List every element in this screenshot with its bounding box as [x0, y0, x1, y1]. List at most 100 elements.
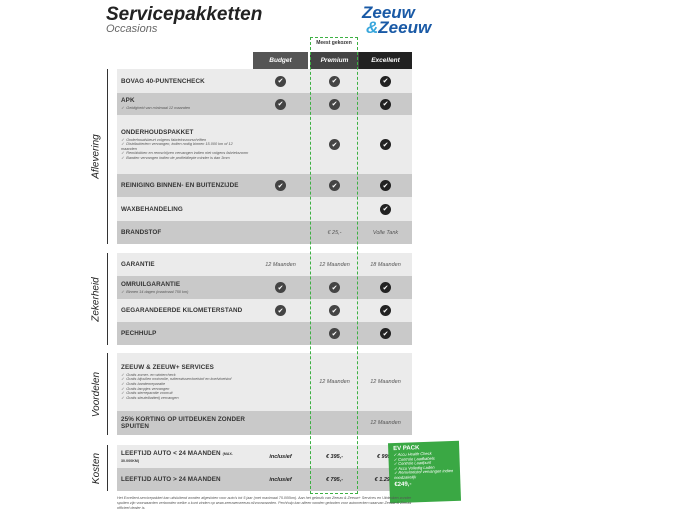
- cell-value: 12 Maanden: [319, 379, 350, 385]
- check-icon: ✔: [275, 75, 286, 87]
- most-chosen-label: Meest gekozen: [316, 40, 352, 46]
- row-label: LEEFTIJD AUTO < 24 MAANDEN: [121, 449, 221, 457]
- ev-pack-price: €249,-: [394, 481, 412, 488]
- cell-excellent: € 1.295,-: [359, 468, 412, 491]
- cell-premium: ✔: [310, 115, 359, 174]
- cell-premium: ✔: [310, 93, 359, 115]
- premium-highlight-box: [310, 37, 358, 494]
- logo: Zeeuw &Zeeuw: [362, 3, 432, 37]
- cell-premium: ✔: [310, 69, 359, 93]
- row-label: GARANTIE: [121, 261, 155, 268]
- check-icon: ✔: [275, 305, 286, 316]
- row-sublabel: (MAX. 30.000KM): [121, 451, 233, 463]
- cell-premium: ✔: [310, 322, 359, 345]
- check-icon: ✔: [380, 305, 391, 316]
- table-row: ONDERHOUDSPAKKET ✓ Onderhoudsbeurt volgen…: [117, 115, 412, 174]
- check-icon: ✔: [275, 98, 286, 110]
- page-subtitle: Occasions: [106, 23, 158, 35]
- row-note: ✓ Binnen 14 dagen (maximaal 750 km): [121, 289, 189, 294]
- column-header-premium: Premium: [310, 52, 359, 69]
- check-icon: ✔: [329, 282, 340, 293]
- cell-budget: ✔: [253, 69, 308, 93]
- check-icon: ✔: [380, 328, 391, 339]
- check-icon: ✔: [275, 180, 286, 191]
- check-icon: ✔: [329, 328, 340, 339]
- row-label: 25% KORTING OP UITDEUKEN ZONDER SPUITEN: [121, 416, 246, 430]
- row-note: ✓ Gratis sleutelbatterij vervangen: [121, 395, 179, 400]
- cell-value: 12 Maanden: [370, 420, 401, 426]
- logo-line2: Zeeuw: [378, 18, 432, 37]
- cell-premium: 12 Maanden: [310, 253, 359, 276]
- cell-excellent: 12 Maanden: [359, 353, 412, 411]
- table-row: BRANDSTOF € 25,- Volle Tank: [117, 221, 412, 244]
- cell-excellent: ✔: [359, 93, 412, 115]
- table-row: 25% KORTING OP UITDEUKEN ZONDER SPUITEN 1…: [117, 411, 412, 435]
- cell-value: 12 Maanden: [265, 261, 296, 268]
- cell-excellent: ✔: [359, 174, 412, 197]
- check-icon: ✔: [329, 305, 340, 316]
- cell-budget: inclusief: [253, 445, 308, 468]
- table-row: OMRUILGARANTIE ✓ Binnen 14 dagen (maximaa…: [117, 276, 412, 299]
- row-label: PECHHULP: [121, 330, 157, 337]
- cell-excellent: ✔: [359, 276, 412, 299]
- section-label: Zekerheid: [91, 276, 102, 322]
- table-row: WAXBEHANDELING ✔: [117, 197, 412, 221]
- row-label: GEGARANDEERDE KILOMETERSTAND: [121, 307, 243, 314]
- section-kosten: Kosten: [86, 445, 108, 491]
- cell-budget: [253, 197, 308, 221]
- table-row: GEGARANDEERDE KILOMETERSTAND ✔ ✔ ✔: [117, 299, 412, 322]
- column-header-excellent: Excellent: [359, 52, 412, 69]
- cell-budget: inclusief: [253, 468, 308, 491]
- row-note: ✓ Distributieriem vervangen, indien nodi…: [121, 142, 233, 151]
- cell-value: € 995,-: [376, 453, 395, 460]
- cell-value: 12 Maanden: [370, 379, 401, 385]
- cell-value: inclusief: [269, 476, 292, 483]
- check-icon: ✔: [380, 180, 391, 191]
- table-row: BOVAG 40-PUNTENCHECK ✔ ✔ ✔: [117, 69, 412, 93]
- table-row: LEEFTIJD AUTO < 24 MAANDEN (MAX. 30.000K…: [117, 445, 412, 468]
- section-label: Voordelen: [91, 371, 103, 417]
- row-note: ✓ Geldigheid van minimaal 12 maanden: [121, 106, 191, 111]
- section-voordelen: Voordelen: [86, 353, 108, 435]
- cell-excellent: ✔: [359, 322, 412, 345]
- check-icon: ✔: [329, 98, 340, 110]
- row-note: ✓ Gratis zomer- en wintercheck: [121, 372, 176, 377]
- row-note: ✓ Remblokken en remschijven vervangen in…: [121, 151, 249, 156]
- cell-premium: ✔: [310, 299, 359, 322]
- section-label: Kosten: [91, 452, 103, 484]
- check-icon: ✔: [329, 75, 340, 87]
- cell-value: inclusief: [269, 453, 292, 460]
- logo-line1: Zeeuw: [362, 3, 415, 22]
- check-icon: ✔: [380, 75, 391, 87]
- cell-excellent: ✔: [359, 69, 412, 93]
- row-label: OMRUILGARANTIE: [121, 280, 181, 288]
- row-note: ✓ Gratis lampjes vervangen: [121, 386, 170, 391]
- cell-excellent: ✔: [359, 299, 412, 322]
- check-icon: ✔: [380, 98, 391, 110]
- cell-budget: ✔: [253, 174, 308, 197]
- row-label: ONDERHOUDSPAKKET: [121, 128, 194, 136]
- check-icon: ✔: [275, 282, 286, 293]
- row-label: LEEFTIJD AUTO > 24 MAANDEN: [121, 476, 221, 483]
- section-aflevering: Aflevering: [86, 69, 108, 244]
- row-label: BOVAG 40-PUNTENCHECK: [121, 77, 205, 85]
- cell-budget: ✔: [253, 276, 308, 299]
- cell-budget: [253, 353, 308, 411]
- check-icon: ✔: [380, 203, 391, 215]
- table-row: PECHHULP ✔ ✔: [117, 322, 412, 345]
- check-icon: ✔: [329, 180, 340, 191]
- cell-premium: € 795,-: [310, 468, 359, 491]
- cell-excellent: 12 Maanden: [359, 411, 412, 435]
- row-note: ✓ Gratis bijvullen motorolie, ruitenwiss…: [121, 377, 232, 382]
- table-row: ZEEUW & ZEEUW+ SERVICES ✓ Gratis zomer- e…: [117, 353, 412, 411]
- footnote: Het Excellent-servicepakket kan uitsluit…: [117, 496, 412, 510]
- check-icon: ✔: [380, 282, 391, 293]
- cell-budget: [253, 411, 308, 435]
- cell-budget: [253, 115, 308, 174]
- cell-budget: [253, 221, 308, 244]
- row-note: ✓ Onderhoudsbeurt volgens fabrieksvoorsc…: [121, 137, 207, 142]
- cell-value: € 795,-: [325, 476, 344, 483]
- cell-value: € 395,-: [325, 453, 344, 460]
- cell-value: Volle Tank: [372, 229, 399, 236]
- cell-premium: € 25,-: [310, 221, 359, 244]
